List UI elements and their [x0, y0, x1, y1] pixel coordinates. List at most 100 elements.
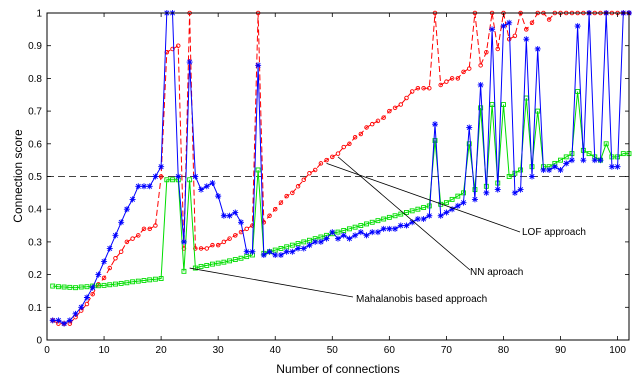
data-point [198, 263, 204, 269]
data-point [272, 206, 278, 212]
data-point [175, 43, 181, 48]
data-point [414, 216, 421, 223]
data-point [312, 167, 318, 173]
data-point [123, 206, 130, 213]
data-point [158, 163, 165, 170]
data-point [597, 157, 604, 164]
data-point [101, 258, 108, 265]
data-point [489, 102, 495, 108]
annotation-leader [337, 156, 471, 271]
data-point [61, 284, 67, 290]
data-point [192, 265, 198, 271]
data-point [386, 214, 392, 220]
data-point [352, 232, 359, 239]
data-point [78, 304, 85, 311]
y-tick-label: 0.7 [28, 107, 42, 118]
y-tick-label: 0.8 [28, 74, 42, 85]
data-point [324, 157, 329, 163]
data-point [489, 26, 496, 33]
data-point [67, 284, 73, 290]
data-point [455, 193, 461, 199]
data-point [398, 102, 404, 107]
data-point [255, 167, 261, 173]
annotation-label: Mahalanobis based approach [356, 294, 487, 305]
data-point [164, 177, 170, 183]
data-point [443, 209, 450, 216]
data-point [346, 235, 353, 242]
data-point [415, 206, 421, 212]
data-point [221, 259, 227, 265]
data-point [203, 183, 210, 190]
data-point [580, 157, 587, 164]
data-point [568, 157, 575, 164]
data-point [500, 23, 507, 30]
data-point [210, 261, 215, 267]
data-point [61, 320, 68, 327]
x-tick-label: 0 [44, 345, 50, 356]
data-point [404, 95, 409, 101]
data-point [244, 226, 249, 232]
data-point [557, 166, 564, 173]
data-point [101, 275, 107, 281]
data-point [608, 163, 615, 170]
data-point [130, 279, 136, 285]
data-point [506, 19, 513, 26]
annotation-leader [189, 267, 354, 298]
data-point [461, 190, 466, 196]
data-point [586, 151, 592, 157]
data-point [478, 63, 483, 68]
data-point [335, 235, 341, 242]
data-point [232, 209, 239, 216]
data-point [574, 23, 581, 30]
y-tick-label: 1 [36, 9, 42, 20]
data-point [347, 141, 352, 147]
data-point [192, 173, 199, 180]
data-point [55, 284, 61, 290]
data-point [300, 245, 307, 252]
data-point [306, 242, 313, 249]
data-point [449, 206, 456, 213]
data-point [170, 177, 175, 183]
y-tick-label: 0.3 [28, 237, 42, 248]
data-point [209, 180, 216, 187]
data-point [501, 102, 506, 108]
data-point [443, 200, 449, 206]
data-point [312, 238, 319, 245]
data-point [289, 248, 296, 255]
data-point [130, 236, 135, 241]
data-point [147, 226, 152, 232]
x-tick-label: 40 [270, 345, 282, 356]
data-point [466, 124, 473, 131]
data-point [180, 238, 187, 245]
data-point [392, 225, 399, 232]
data-point [73, 285, 78, 291]
data-point [421, 85, 426, 91]
data-point [369, 121, 375, 127]
data-point [518, 167, 524, 173]
data-point [591, 157, 598, 164]
data-point [113, 256, 118, 261]
data-point [335, 229, 341, 235]
data-point [72, 310, 79, 317]
data-point [187, 177, 193, 183]
data-point [204, 246, 210, 251]
data-point [358, 223, 364, 229]
data-point [198, 246, 204, 251]
data-point [249, 248, 256, 255]
data-point [260, 251, 267, 258]
data-point [409, 208, 415, 214]
data-point [135, 183, 142, 190]
data-point [83, 294, 90, 301]
data-point [455, 76, 461, 81]
data-point [398, 211, 404, 217]
data-point [289, 242, 295, 248]
data-point [141, 278, 147, 283]
data-point [50, 283, 56, 289]
data-point [295, 245, 302, 252]
data-point [392, 213, 398, 219]
data-point [438, 82, 443, 88]
data-point [227, 236, 232, 241]
data-point [449, 196, 455, 202]
data-point [301, 239, 307, 245]
